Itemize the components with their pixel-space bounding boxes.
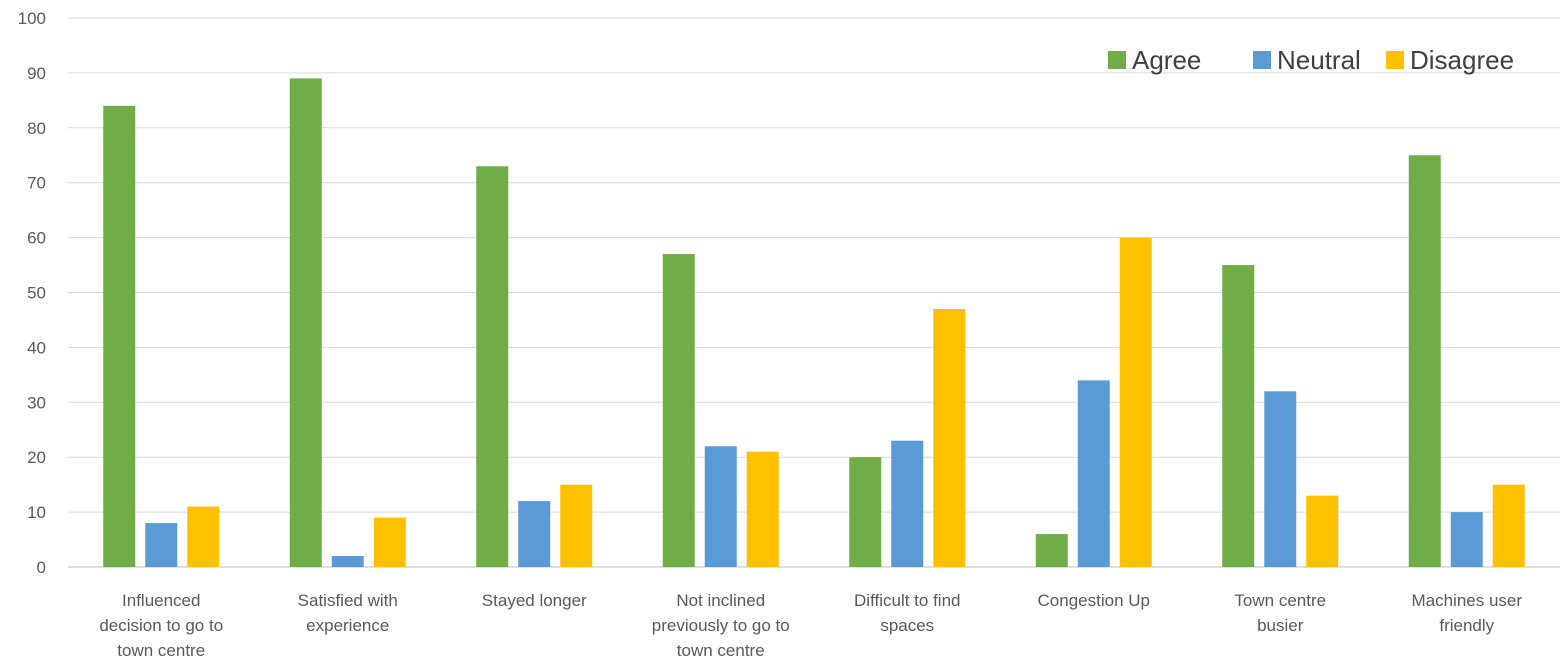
- x-category-label: previously to go to: [652, 616, 790, 635]
- bar-neutral-2: [518, 501, 551, 567]
- bar-agree-4: [849, 457, 882, 567]
- bar-disagree-4: [933, 308, 966, 567]
- bar-neutral-3: [704, 446, 737, 567]
- y-tick-label: 40: [27, 338, 46, 357]
- y-tick-label: 0: [37, 558, 46, 577]
- bar-agree-6: [1222, 265, 1255, 567]
- y-tick-label: 100: [18, 9, 46, 28]
- x-axis-labels: Influenced decision to go to town centre Sa…: [99, 591, 1522, 660]
- legend-swatch-neutral: [1253, 51, 1271, 69]
- y-tick-label: 20: [27, 448, 46, 467]
- bar-agree-0: [103, 105, 136, 567]
- y-tick-label: 80: [27, 119, 46, 138]
- x-category-label: Stayed longer: [482, 591, 587, 610]
- bar-neutral-5: [1077, 380, 1110, 567]
- bar-disagree-0: [187, 506, 220, 567]
- y-tick-label: 70: [27, 174, 46, 193]
- x-category-label: busier: [1257, 616, 1304, 635]
- bar-disagree-2: [560, 484, 593, 567]
- legend-label-neutral: Neutral: [1277, 45, 1361, 75]
- bar-agree-5: [1035, 534, 1068, 567]
- y-axis-ticks: 0 10 20 30 40 50 60 70 80 90 100: [18, 9, 46, 577]
- bar-agree-1: [289, 78, 322, 567]
- bar-disagree-1: [373, 517, 406, 567]
- bar-neutral-1: [331, 556, 364, 567]
- bar-agree-2: [476, 166, 509, 568]
- legend-label-agree: Agree: [1132, 45, 1201, 75]
- bar-agree-3: [662, 254, 695, 567]
- bars: [103, 78, 1525, 568]
- bar-neutral-0: [145, 523, 178, 567]
- y-tick-label: 50: [27, 284, 46, 303]
- bar-disagree-5: [1119, 237, 1152, 567]
- x-category-label: town centre: [117, 641, 205, 660]
- x-category-label: experience: [306, 616, 389, 635]
- x-category-label: Difficult to find: [854, 591, 960, 610]
- bar-disagree-3: [746, 451, 779, 567]
- y-tick-label: 90: [27, 64, 46, 83]
- x-category-label: Satisfied with: [298, 591, 398, 610]
- y-tick-label: 30: [27, 393, 46, 412]
- legend: Agree Neutral Disagree: [1108, 45, 1514, 75]
- x-category-label: Congestion Up: [1038, 591, 1150, 610]
- legend-swatch-disagree: [1386, 51, 1404, 69]
- x-category-label: Town centre: [1234, 591, 1326, 610]
- bar-neutral-6: [1264, 391, 1297, 567]
- x-category-label: Influenced: [122, 591, 200, 610]
- bar-disagree-7: [1492, 484, 1525, 567]
- x-category-label: Machines user: [1411, 591, 1522, 610]
- bar-neutral-7: [1450, 512, 1483, 567]
- y-tick-label: 60: [27, 229, 46, 248]
- x-category-label: Not inclined: [676, 591, 765, 610]
- legend-swatch-agree: [1108, 51, 1126, 69]
- x-category-label: friendly: [1439, 616, 1494, 635]
- bar-neutral-4: [891, 440, 924, 567]
- bar-disagree-6: [1306, 495, 1339, 567]
- legend-label-disagree: Disagree: [1410, 45, 1514, 75]
- x-category-label: town centre: [677, 641, 765, 660]
- bar-agree-7: [1408, 155, 1441, 567]
- x-category-label: decision to go to: [99, 616, 223, 635]
- x-category-label: spaces: [880, 616, 934, 635]
- y-tick-label: 10: [27, 503, 46, 522]
